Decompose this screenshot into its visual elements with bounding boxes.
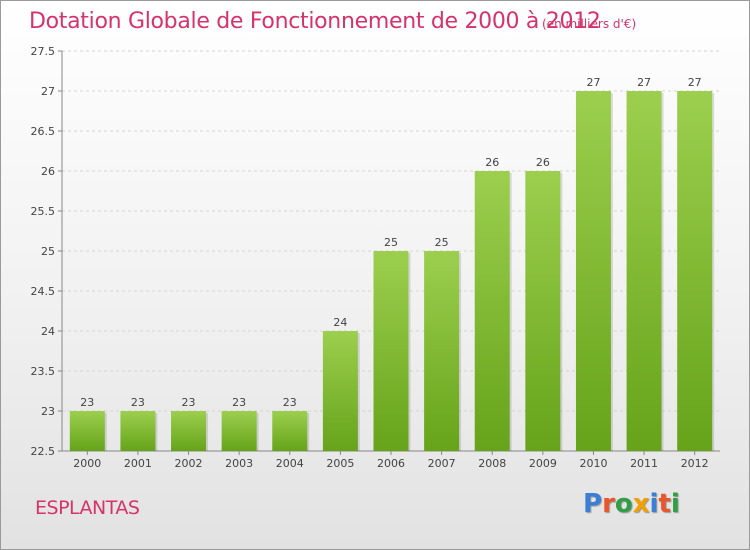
chart-title: Dotation Globale de Fonctionnement de 20… (29, 9, 601, 34)
data-label: 23 (283, 396, 297, 409)
logo-letter: P (583, 489, 603, 519)
data-label: 23 (182, 396, 196, 409)
logo-letter: o (614, 489, 633, 519)
bar[interactable] (120, 411, 156, 451)
y-tick-label: 22.5 (31, 445, 56, 458)
logo-letter: i (670, 489, 680, 519)
place-name: ESPLANTAS (35, 497, 140, 519)
y-tick-label: 25 (41, 245, 55, 258)
y-tick-label: 25.5 (31, 205, 56, 218)
bar[interactable] (322, 331, 358, 451)
x-tick-label: 2012 (681, 457, 709, 470)
y-tick-label: 23 (41, 405, 55, 418)
data-label: 27 (637, 76, 651, 89)
x-tick-label: 2005 (326, 457, 354, 470)
x-tick-label: 2011 (630, 457, 658, 470)
bar[interactable] (221, 411, 257, 451)
data-label: 27 (688, 76, 702, 89)
y-tick-label: 23.5 (31, 365, 56, 378)
x-tick-label: 2001 (124, 457, 152, 470)
x-tick-label: 2004 (276, 457, 304, 470)
data-label: 26 (485, 156, 499, 169)
x-tick-label: 2003 (225, 457, 253, 470)
x-tick-label: 2006 (377, 457, 405, 470)
data-label: 25 (435, 236, 449, 249)
bar[interactable] (575, 91, 611, 451)
bar[interactable] (373, 251, 409, 451)
x-tick-label: 2008 (478, 457, 506, 470)
x-tick-label: 2010 (579, 457, 607, 470)
x-tick-label: 2009 (529, 457, 557, 470)
data-label: 23 (80, 396, 94, 409)
x-tick-label: 2007 (428, 457, 456, 470)
y-tick-label: 27.5 (31, 45, 56, 58)
data-label: 24 (333, 316, 347, 329)
logo-letter: i (649, 489, 659, 519)
bar[interactable] (677, 91, 713, 451)
logo-letter: t (658, 489, 671, 519)
x-tick-label: 2002 (175, 457, 203, 470)
bar[interactable] (272, 411, 308, 451)
x-tick-label: 2000 (73, 457, 101, 470)
bar[interactable] (474, 171, 510, 451)
logo-letter: r (602, 489, 615, 519)
data-label: 26 (536, 156, 550, 169)
chart-subtitle: (en milliers d'€) (542, 17, 637, 31)
logo-letter: x (632, 489, 650, 519)
y-tick-label: 26 (41, 165, 55, 178)
y-tick-label: 24.5 (31, 285, 56, 298)
bar[interactable] (424, 251, 460, 451)
bar[interactable] (171, 411, 207, 451)
data-label: 27 (586, 76, 600, 89)
y-tick-label: 26.5 (31, 125, 56, 138)
data-label: 23 (131, 396, 145, 409)
bar[interactable] (626, 91, 662, 451)
bar[interactable] (69, 411, 105, 451)
data-label: 23 (232, 396, 246, 409)
bar[interactable] (525, 171, 561, 451)
y-tick-label: 24 (41, 325, 55, 338)
y-tick-label: 27 (41, 85, 55, 98)
data-label: 25 (384, 236, 398, 249)
proxiti-logo[interactable]: Proxiti (583, 489, 680, 519)
